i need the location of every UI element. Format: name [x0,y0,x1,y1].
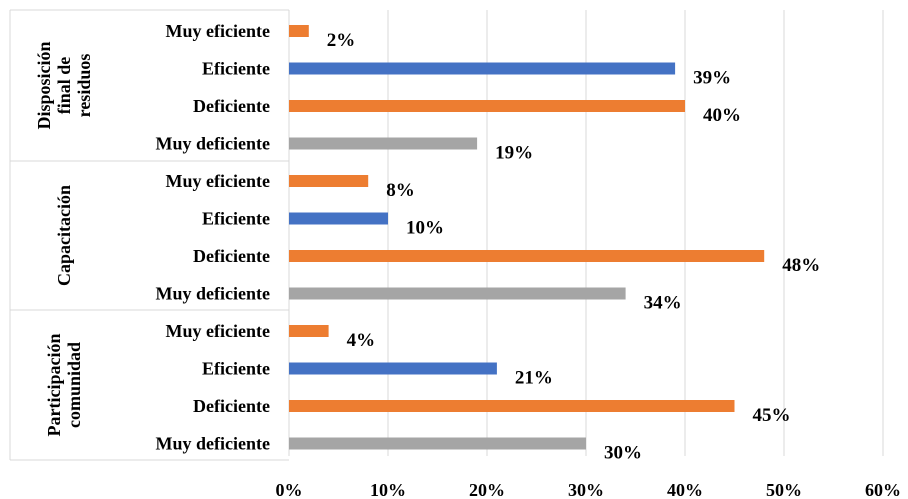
bar [289,25,309,37]
group-frames [9,9,289,461]
category-label: Eficiente [202,209,270,229]
bar [289,287,626,300]
x-tick-label: 60% [865,480,901,499]
x-tick-label: 30% [568,480,604,499]
data-label: 8% [386,180,415,201]
x-tick-label: 0% [276,480,303,499]
category-label: Eficiente [202,359,270,379]
group-label-line: Disposición [34,41,54,129]
bar [289,212,388,225]
x-tick-label: 50% [766,480,802,499]
bars [289,25,765,450]
group-label: Participacióncomunidad [44,334,84,437]
data-label: 10% [406,218,444,239]
group-label: Disposiciónfinal deresiduos [34,41,94,129]
bar [289,100,685,112]
data-label: 48% [782,255,820,276]
category-label: Muy eficiente [166,21,270,41]
group-label-line: residuos [74,54,94,118]
data-label: 4% [347,330,376,351]
category-label: Muy eficiente [166,321,270,341]
bar [289,362,497,375]
category-label: Muy deficiente [156,284,270,304]
category-label: Deficiente [193,96,270,116]
group-labels: Disposiciónfinal deresiduos Capacitación P… [34,41,94,436]
x-tick-label: 10% [370,480,406,499]
x-tick-labels: 0% 10% 20% 30% 40% 50% 60% [276,480,902,499]
group-label: Capacitación [54,185,74,286]
bar [289,250,765,262]
category-label: Muy eficiente [166,171,270,191]
category-labels: Muy eficiente Eficiente Deficiente Muy defi… [156,21,270,454]
data-label: 2% [327,30,356,51]
data-label: 40% [703,105,741,126]
x-tick-label: 40% [667,480,703,499]
bar [289,175,369,187]
category-label: Muy deficiente [156,134,270,154]
gridlines [288,10,884,456]
data-label: 21% [515,368,553,389]
bar [289,325,329,337]
data-labels: 2% 39% 40% 19% 8% 10% 48% 34% 4% 21% 45% 30% [327,30,820,464]
group-label-line: Capacitación [54,185,74,286]
bar [289,437,586,450]
group-label-line: Participación [44,334,64,437]
data-label: 19% [495,143,533,164]
category-label: Eficiente [202,59,270,79]
category-label: Muy deficiente [156,434,270,454]
group-label-line: final de [54,57,74,115]
group-label-line: comunidad [64,342,84,428]
data-label: 45% [753,405,791,426]
bar [289,400,735,412]
bar [289,62,676,75]
data-label: 30% [604,443,642,464]
category-label: Deficiente [193,246,270,266]
data-label: 34% [644,293,682,314]
category-label: Deficiente [193,396,270,416]
x-tick-label: 20% [469,480,505,499]
data-label: 39% [693,68,731,89]
bar [289,137,478,150]
